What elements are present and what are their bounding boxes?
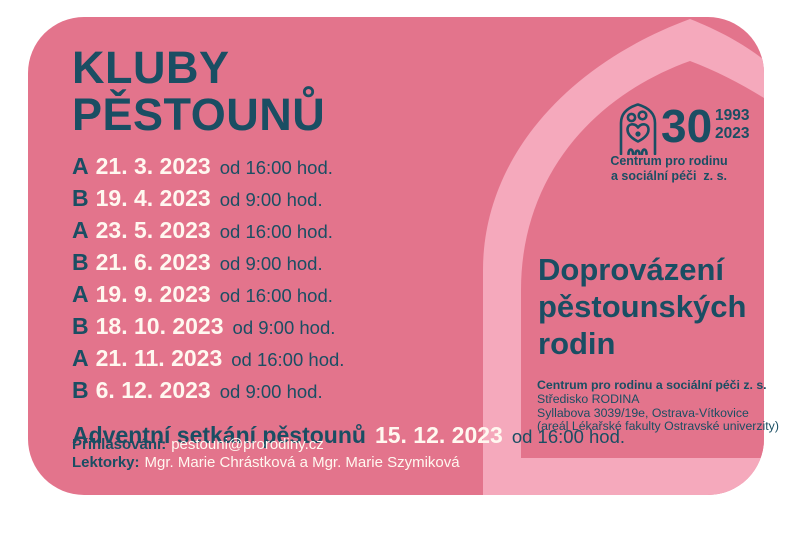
advent-date: 15. 12. 2023 (374, 422, 503, 448)
session-time: od 16:00 hod. (231, 349, 345, 370)
session-date: 23. 5. 2023 (95, 217, 211, 243)
signup-line: Přihlašování: pestouni@prorodiny.cz (72, 436, 460, 454)
logo-caption: Centrum pro rodinu a sociální péči z. s. (610, 154, 728, 183)
address-block: Centrum pro rodinu a sociální péči z. s.… (537, 378, 779, 434)
session-date: 21. 6. 2023 (95, 249, 211, 275)
advent-label: Adventní setkání pěstounů (72, 422, 366, 448)
anniversary-number: 30 (661, 100, 713, 152)
session-date: 21. 11. 2023 (95, 345, 223, 371)
family-arch-logo-icon (619, 103, 657, 155)
group-letter: B (72, 377, 89, 403)
session-row: A 21. 11. 2023 od 16:00 hod. (72, 344, 625, 376)
session-row: A 23. 5. 2023 od 16:00 hod. (72, 216, 625, 248)
advent-row: Adventní setkání pěstounů 15. 12. 2023 od … (72, 421, 625, 453)
group-letter: A (72, 281, 89, 307)
session-time: od 9:00 hod. (219, 189, 323, 210)
session-row: B 18. 10. 2023 od 9:00 hod. (72, 312, 625, 344)
lecturers-names: Mgr. Marie Chrástková a Mgr. Marie Szymi… (144, 453, 460, 471)
signup-label: Přihlašování: (72, 436, 167, 453)
anniversary-years: 1993 2023 (715, 107, 750, 142)
session-date: 19. 4. 2023 (95, 185, 211, 211)
arch-inner-shape (521, 61, 764, 458)
session-date: 6. 12. 2023 (95, 377, 211, 403)
session-time: od 9:00 hod. (232, 317, 336, 338)
signup-email: pestouni@prorodiny.cz (171, 436, 324, 453)
session-time: od 9:00 hod. (219, 253, 323, 274)
session-list: A 21. 3. 2023 od 16:00 hod. B 19. 4. 2023 od… (72, 152, 625, 453)
session-row: A 19. 9. 2023 od 16:00 hod. (72, 280, 625, 312)
session-row: B 21. 6. 2023 od 9:00 hod. (72, 248, 625, 280)
address-street: Syllabova 3039/19e, Ostrava-Vítkovice (537, 405, 749, 420)
lecturers-label: Lektorky: (72, 453, 140, 471)
session-date: 21. 3. 2023 (95, 153, 211, 179)
advent-time: od 16:00 hod. (511, 426, 626, 447)
session-row: A 21. 3. 2023 od 16:00 hod. (72, 152, 625, 184)
group-letter: B (72, 313, 89, 339)
session-date: 18. 10. 2023 (95, 313, 224, 339)
contact-block: Přihlašování: pestouni@prorodiny.cz Lekto… (72, 436, 460, 471)
session-row: B 6. 12. 2023 od 9:00 hod. (72, 376, 625, 408)
address-center: Středisko RODINA (537, 391, 640, 406)
lecturers-line: Lektorky: Mgr. Marie Chrástková a Mgr. Ma… (72, 454, 460, 472)
session-time: od 16:00 hod. (219, 157, 333, 178)
group-letter: B (72, 185, 89, 211)
address-campus: (areál Lékařské fakulty Ostravské univer… (537, 419, 779, 434)
poster-title: KLUBY PĚSTOUNŮ (72, 42, 326, 140)
session-time: od 9:00 hod. (219, 381, 323, 402)
address-org: Centrum pro rodinu a sociální péči z. s. (537, 378, 767, 392)
session-date: 19. 9. 2023 (95, 281, 211, 307)
group-letter: A (72, 153, 89, 179)
group-letter: A (72, 217, 89, 243)
group-letter: A (72, 345, 89, 371)
session-time: od 16:00 hod. (219, 221, 333, 242)
session-time: od 16:00 hod. (219, 285, 333, 306)
session-row: B 19. 4. 2023 od 9:00 hod. (72, 184, 625, 216)
program-heading: Doprovázení pěstounských rodin (538, 252, 747, 361)
group-letter: B (72, 249, 89, 275)
